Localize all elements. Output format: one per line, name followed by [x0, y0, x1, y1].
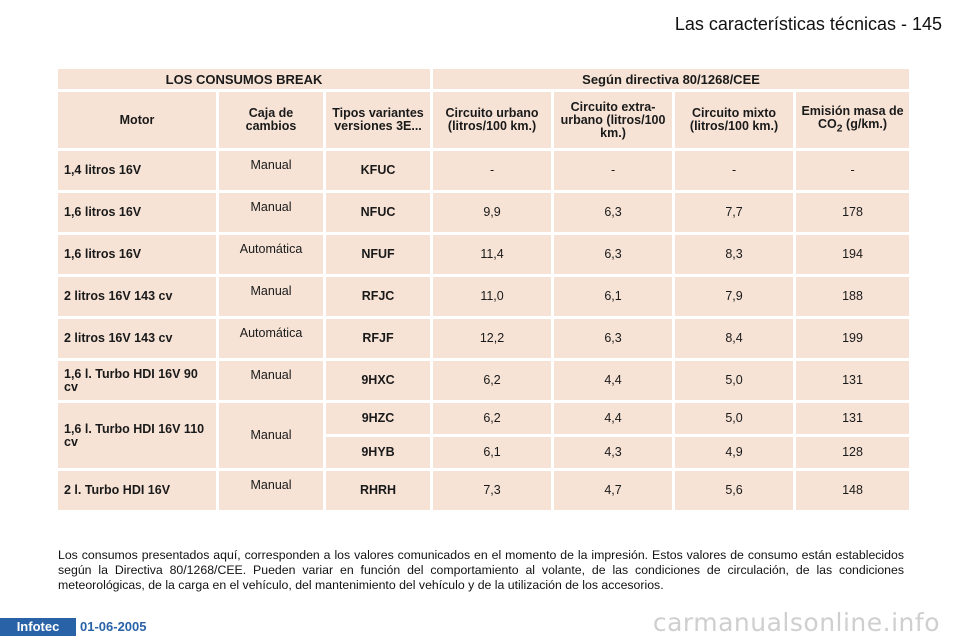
cell-co2: 148: [796, 471, 910, 510]
table-row: 2 l. Turbo HDI 16V Manual RHRH 7,3 4,7 5…: [58, 471, 910, 510]
cell-motor: 1,4 litros 16V: [58, 151, 216, 190]
cell-code: RFJF: [326, 319, 431, 358]
consumption-table: LOS CONSUMOS BREAK Según directiva 80/12…: [55, 66, 912, 513]
watermark: carmanualsonline.info: [652, 608, 940, 637]
cell-mixed: 5,6: [675, 471, 794, 510]
cell-mixed: 8,4: [675, 319, 794, 358]
footer-date: 01-06-2005: [80, 619, 147, 634]
cell-extra-urban: 6,3: [554, 319, 673, 358]
cell-mixed: 7,9: [675, 277, 794, 316]
cell-extra-urban: 4,3: [554, 437, 673, 468]
cell-extra-urban: -: [554, 151, 673, 190]
emission-label: Emisión masa de CO: [801, 103, 904, 131]
cell-motor: 1,6 l. Turbo HDI 16V 110 cv: [58, 403, 216, 468]
cell-co2: 194: [796, 235, 910, 274]
consumption-note: Los consumos presentados aquí, correspon…: [58, 548, 904, 592]
cell-gearbox: Manual: [219, 361, 323, 400]
emission-unit: (g/km.): [842, 116, 888, 131]
cell-extra-urban: 4,7: [554, 471, 673, 510]
cell-co2: 131: [796, 361, 910, 400]
table-header-row: Motor Caja de cambios Tipos variantes ve…: [58, 92, 910, 148]
cell-code: 9HZC: [326, 403, 431, 434]
cell-urban: 6,2: [433, 403, 552, 434]
cell-extra-urban: 6,3: [554, 235, 673, 274]
cell-motor: 1,6 l. Turbo HDI 16V 90 cv: [58, 361, 216, 400]
cell-mixed: 5,0: [675, 403, 794, 434]
cell-gearbox: Manual: [219, 403, 323, 468]
col-header-motor: Motor: [58, 92, 216, 148]
col-header-types: Tipos variantes versiones 3E...: [326, 92, 431, 148]
cell-extra-urban: 4,4: [554, 361, 673, 400]
table-row: 1,6 litros 16V Manual NFUC 9,9 6,3 7,7 1…: [58, 193, 910, 232]
cell-gearbox: Manual: [219, 277, 323, 316]
cell-extra-urban: 6,1: [554, 277, 673, 316]
cell-code: 9HXC: [326, 361, 431, 400]
cell-mixed: 5,0: [675, 361, 794, 400]
cell-motor: 1,6 litros 16V: [58, 193, 216, 232]
cell-motor: 2 litros 16V 143 cv: [58, 319, 216, 358]
table-title-left: LOS CONSUMOS BREAK: [58, 69, 431, 89]
cell-co2: 178: [796, 193, 910, 232]
cell-gearbox: Manual: [219, 471, 323, 510]
cell-gearbox: Automática: [219, 235, 323, 274]
cell-co2: -: [796, 151, 910, 190]
cell-gearbox: Automática: [219, 319, 323, 358]
cell-motor: 2 l. Turbo HDI 16V: [58, 471, 216, 510]
cell-co2: 131: [796, 403, 910, 434]
cell-code: NFUC: [326, 193, 431, 232]
table-row: 1,6 l. Turbo HDI 16V 110 cv Manual 9HZC …: [58, 403, 910, 468]
table-row: 9HYB 6,1 4,3 4,9 128: [58, 437, 910, 468]
table-title-row: LOS CONSUMOS BREAK Según directiva 80/12…: [58, 69, 910, 89]
cell-gearbox: Manual: [219, 193, 323, 232]
cell-co2: 128: [796, 437, 910, 468]
col-header-mixed: Circuito mixto (litros/100 km.): [675, 92, 794, 148]
cell-mixed: 7,7: [675, 193, 794, 232]
cell-code: RHRH: [326, 471, 431, 510]
cell-code: KFUC: [326, 151, 431, 190]
cell-urban: 9,9: [433, 193, 552, 232]
col-header-gearbox: Caja de cambios: [219, 92, 323, 148]
cell-urban: 11,4: [433, 235, 552, 274]
cell-motor: 2 litros 16V 143 cv: [58, 277, 216, 316]
cell-code: NFUF: [326, 235, 431, 274]
emission-subscript: 2: [836, 123, 843, 135]
table-title-right: Según directiva 80/1268/CEE: [433, 69, 910, 89]
cell-urban: 11,0: [433, 277, 552, 316]
cell-co2: 188: [796, 277, 910, 316]
cell-urban: 12,2: [433, 319, 552, 358]
cell-gearbox: Manual: [219, 151, 323, 190]
cell-mixed: 8,3: [675, 235, 794, 274]
cell-extra-urban: 6,3: [554, 193, 673, 232]
page-title: Las características técnicas - 145: [674, 14, 942, 34]
table-row: 1,6 litros 16V Automática NFUF 11,4 6,3 …: [58, 235, 910, 274]
col-header-extra-urban: Circuito extra-urbano (litros/100 km.): [554, 92, 673, 148]
table-row: 1,6 l. Turbo HDI 16V 90 cv Manual 9HXC 6…: [58, 361, 910, 400]
cell-urban: 6,2: [433, 361, 552, 400]
table-row: 2 litros 16V 143 cv Automática RFJF 12,2…: [58, 319, 910, 358]
cell-code: RFJC: [326, 277, 431, 316]
table-row: 1,4 litros 16V Manual KFUC - - - -: [58, 151, 910, 190]
col-header-emission: Emisión masa de CO2 (g/km.): [796, 92, 910, 148]
cell-mixed: 4,9: [675, 437, 794, 468]
col-header-urban: Circuito urbano (litros/100 km.): [433, 92, 552, 148]
cell-co2: 199: [796, 319, 910, 358]
cell-motor: 1,6 litros 16V: [58, 235, 216, 274]
cell-urban: 6,1: [433, 437, 552, 468]
cell-urban: 7,3: [433, 471, 552, 510]
cell-code: 9HYB: [326, 437, 431, 468]
cell-urban: -: [433, 151, 552, 190]
cell-mixed: -: [675, 151, 794, 190]
infotec-logo: Infotec: [0, 618, 76, 636]
cell-extra-urban: 4,4: [554, 403, 673, 434]
table-row: 2 litros 16V 143 cv Manual RFJC 11,0 6,1…: [58, 277, 910, 316]
